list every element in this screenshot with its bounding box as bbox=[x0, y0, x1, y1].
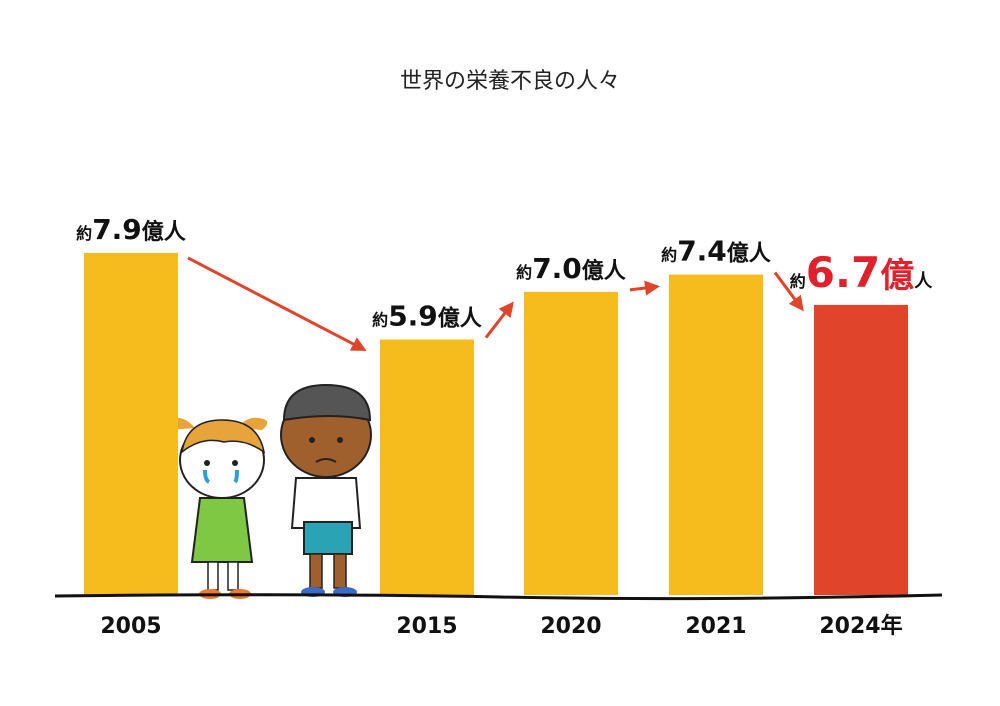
chart-title: 世界の栄養不良の人々 bbox=[400, 69, 620, 94]
trend-arrow bbox=[773, 271, 804, 312]
x-tick-label: 2005 bbox=[100, 614, 161, 639]
trend-arrow bbox=[187, 256, 367, 351]
value-label: 約6.7億人 bbox=[790, 248, 933, 297]
x-tick-label: 2021 bbox=[685, 614, 746, 639]
bar bbox=[524, 291, 618, 595]
value-label: 約7.9億人 bbox=[76, 213, 186, 246]
x-tick-label: 2020 bbox=[540, 614, 601, 639]
value-label: 約7.0億人 bbox=[516, 252, 626, 285]
value-label: 約7.4億人 bbox=[661, 235, 771, 268]
x-tick-label: 2024年 bbox=[819, 613, 902, 639]
x-tick-label: 2015 bbox=[396, 614, 457, 639]
value-label: 約5.9億人 bbox=[372, 300, 482, 333]
baseline bbox=[54, 593, 943, 601]
trend-arrow bbox=[484, 301, 514, 339]
bar bbox=[380, 339, 474, 595]
bar bbox=[669, 274, 763, 595]
illustration bbox=[164, 383, 372, 599]
bar bbox=[814, 304, 908, 595]
bar bbox=[84, 252, 178, 595]
trend-arrow bbox=[629, 280, 660, 296]
